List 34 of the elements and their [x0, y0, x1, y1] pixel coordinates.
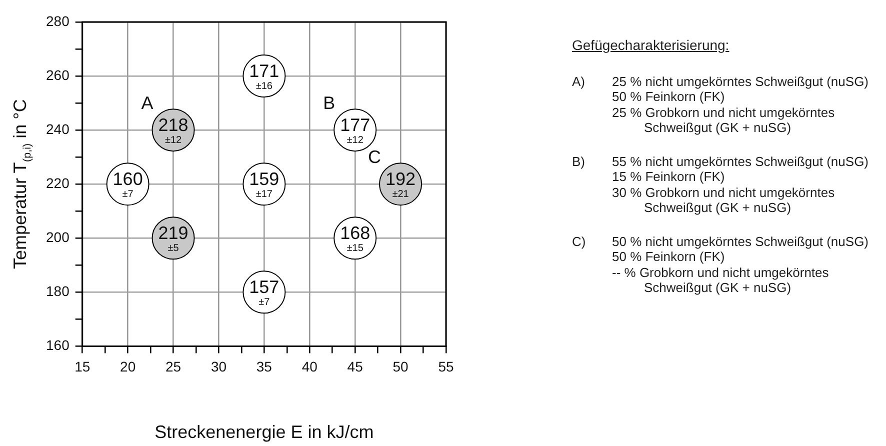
annotation: C [368, 147, 382, 168]
y-tick-label: 200 [46, 228, 70, 245]
annotation: 218 ±12 [158, 115, 188, 146]
x-tick-label: 55 [438, 358, 454, 374]
x-tick-label: 20 [120, 358, 136, 374]
annotation: B [323, 93, 336, 114]
x-tick-label: 35 [256, 358, 272, 374]
text: A) 25 % nicht umgekörntes Schweißgut (nuSG) 50 % Feinkorn (FK) 25 % Grobkorn und nicht umgekörntes Schweißgut (GK + nuSG) [572, 74, 869, 135]
x-tick-label: 25 [165, 358, 182, 374]
x-tick-label: 45 [347, 358, 364, 374]
annotation: 159 ±17 [249, 169, 280, 200]
x-axis-title: Streckenenergie E in kJ/cm [154, 422, 374, 442]
x-tick-label: 40 [302, 358, 318, 374]
y-tick-label: 280 [46, 12, 70, 29]
annotation: 168 ±15 [340, 223, 370, 254]
text: B) 55 % nicht umgekörntes Schweißgut (nuSG) 15 % Feinkorn (FK) 30 % Grobkorn und nicht umgekörntes Schweißgut (GK + nuSG) [572, 154, 869, 215]
y-tick-label: 160 [46, 337, 70, 354]
x-tick-label: 30 [210, 358, 227, 374]
y-tick-label: 260 [46, 66, 70, 83]
y-axis-title: Temperatur T(p,i) in °C [10, 99, 34, 270]
annotation: 171 ±16 [249, 61, 280, 92]
x-tick-label: 15 [74, 358, 90, 374]
y-tick-label: 180 [46, 283, 70, 300]
text: Gefügecharakterisierung: [572, 37, 730, 54]
annotation: 157 ±7 [249, 277, 280, 308]
annotation: A [141, 93, 154, 114]
annotation: 219 ±5 [158, 223, 188, 254]
annotation: 192 ±21 [386, 169, 416, 200]
x-tick-label: 50 [392, 358, 409, 374]
y-tick-label: 220 [46, 174, 70, 191]
text: C) 50 % nicht umgekörntes Schweißgut (nuSG) 50 % Feinkorn (FK) -- % Grobkorn und nicht umgekörntes Schweißgut (GK + nuSG) [572, 234, 869, 295]
y-tick-label: 240 [46, 120, 70, 137]
annotation: 160 ±7 [112, 169, 143, 200]
annotation: 177 ±12 [340, 115, 370, 146]
